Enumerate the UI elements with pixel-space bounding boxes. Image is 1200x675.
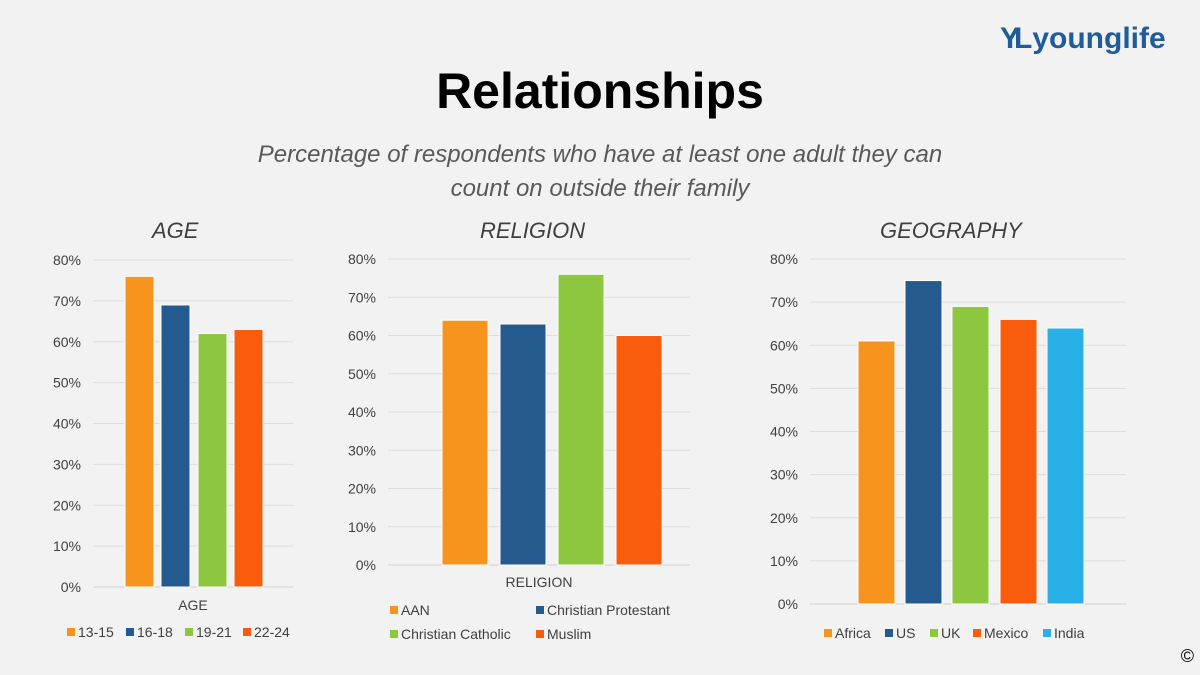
- y-tick-label: 40%: [348, 404, 376, 420]
- y-tick-label: 80%: [348, 251, 376, 267]
- y-tick-label: 0%: [778, 596, 798, 612]
- y-tick-label: 70%: [348, 289, 376, 305]
- y-tick-label: 10%: [348, 519, 376, 535]
- bar-christian-protestant: [499, 323, 547, 566]
- y-tick-label: 0%: [356, 557, 376, 573]
- y-tick-label: 50%: [348, 366, 376, 382]
- legend-label: UK: [941, 625, 961, 641]
- bar-16-18: [160, 304, 191, 588]
- y-tick-label: 30%: [348, 442, 376, 458]
- y-tick-label: 70%: [770, 294, 798, 310]
- y-tick-label: 60%: [770, 337, 798, 353]
- legend-label: 13-15: [78, 624, 114, 640]
- y-tick-label: 80%: [53, 252, 81, 268]
- y-tick-label: 20%: [770, 510, 798, 526]
- y-tick-label: 80%: [770, 251, 798, 267]
- bar-aan: [441, 319, 489, 566]
- legend-label: Christian Catholic: [401, 626, 511, 642]
- bar-muslim: [615, 335, 663, 566]
- chart-title-religion: RELIGION: [480, 218, 586, 243]
- y-tick-label: 60%: [348, 328, 376, 344]
- y-tick-label: 30%: [770, 467, 798, 483]
- legend-swatch: [126, 628, 134, 636]
- y-tick-label: 60%: [53, 334, 81, 350]
- legend-label: AAN: [401, 602, 430, 618]
- legend-swatch: [930, 629, 938, 637]
- legend-label: 19-21: [196, 624, 232, 640]
- y-tick-label: 40%: [53, 416, 81, 432]
- legend-label: Africa: [835, 625, 871, 641]
- y-tick-label: 0%: [61, 579, 81, 595]
- legend-swatch: [243, 628, 251, 636]
- copyright-icon: ©: [1180, 646, 1194, 666]
- bar-christian-catholic: [557, 273, 605, 566]
- legend-swatch: [1043, 629, 1051, 637]
- x-axis-label: AGE: [178, 597, 208, 613]
- legend-swatch: [824, 629, 832, 637]
- legend-label: Muslim: [547, 626, 591, 642]
- legend-swatch: [536, 606, 544, 614]
- legend-swatch: [67, 628, 75, 636]
- legend-swatch: [390, 630, 398, 638]
- y-tick-label: 50%: [53, 375, 81, 391]
- logo-text: younglife: [1032, 22, 1166, 55]
- page-title: Relationships: [436, 63, 764, 119]
- y-tick-label: 10%: [770, 553, 798, 569]
- y-tick-label: 30%: [53, 456, 81, 472]
- y-tick-label: 20%: [53, 497, 81, 513]
- bar-mexico: [999, 318, 1038, 605]
- y-tick-label: 70%: [53, 293, 81, 309]
- y-tick-label: 20%: [348, 481, 376, 497]
- bar-india: [1046, 327, 1085, 605]
- bar-13-15: [124, 275, 155, 588]
- page-subtitle: Percentage of respondents who have at le…: [200, 138, 1000, 206]
- chart-title-geography: GEOGRAPHY: [880, 218, 1022, 243]
- bar-uk: [951, 305, 990, 605]
- chart-title-age: AGE: [152, 218, 199, 243]
- legend-label: US: [896, 625, 915, 641]
- bar-19-21: [197, 333, 228, 588]
- x-axis-label: RELIGION: [506, 574, 573, 590]
- bar-us: [904, 280, 943, 605]
- y-tick-label: 10%: [53, 538, 81, 554]
- y-tick-label: 50%: [770, 380, 798, 396]
- legend-label: India: [1054, 625, 1085, 641]
- subtitle-line-2: count on outside their family: [450, 175, 750, 202]
- subtitle-line-1: Percentage of respondents who have at le…: [257, 141, 943, 168]
- legend-swatch: [885, 629, 893, 637]
- legend-label: Christian Protestant: [547, 602, 670, 618]
- legend-label: 22-24: [254, 624, 290, 640]
- bar-22-24: [233, 328, 264, 588]
- legend-label: Mexico: [984, 625, 1029, 641]
- younglife-logo: YL younglife: [1000, 22, 1166, 56]
- legend-swatch: [536, 630, 544, 638]
- bar-africa: [857, 340, 896, 605]
- legend-swatch: [973, 629, 981, 637]
- legend-swatch: [390, 606, 398, 614]
- y-tick-label: 40%: [770, 424, 798, 440]
- legend-label: 16-18: [137, 624, 173, 640]
- legend-swatch: [185, 628, 193, 636]
